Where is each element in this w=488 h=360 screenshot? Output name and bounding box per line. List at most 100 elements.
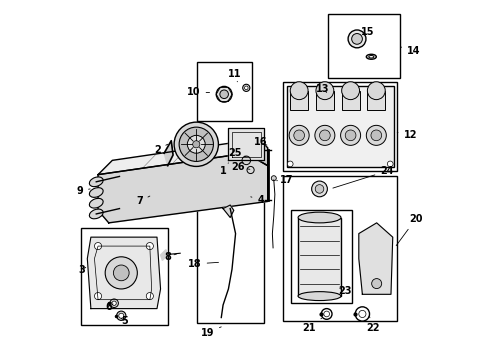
Polygon shape bbox=[223, 205, 233, 217]
Circle shape bbox=[293, 130, 304, 141]
Circle shape bbox=[341, 82, 359, 100]
Circle shape bbox=[311, 181, 326, 197]
Circle shape bbox=[354, 307, 369, 321]
Text: 23: 23 bbox=[337, 286, 350, 296]
Text: 16: 16 bbox=[253, 138, 266, 148]
Circle shape bbox=[386, 161, 392, 167]
Circle shape bbox=[146, 293, 153, 300]
Polygon shape bbox=[358, 223, 392, 294]
Polygon shape bbox=[87, 237, 160, 309]
Bar bbox=[315, 91, 333, 111]
Circle shape bbox=[146, 243, 153, 249]
Circle shape bbox=[105, 257, 137, 289]
Text: 24: 24 bbox=[332, 166, 393, 188]
Circle shape bbox=[174, 122, 218, 166]
Text: 17: 17 bbox=[276, 175, 293, 185]
Circle shape bbox=[192, 141, 200, 148]
Circle shape bbox=[216, 86, 231, 102]
Text: 14: 14 bbox=[400, 46, 420, 57]
Text: 25: 25 bbox=[228, 148, 246, 158]
Circle shape bbox=[187, 135, 205, 153]
Circle shape bbox=[366, 125, 386, 145]
Ellipse shape bbox=[89, 177, 103, 186]
Circle shape bbox=[94, 293, 102, 300]
Circle shape bbox=[315, 82, 333, 100]
Ellipse shape bbox=[366, 54, 376, 59]
Circle shape bbox=[358, 310, 365, 318]
Ellipse shape bbox=[298, 212, 340, 223]
Circle shape bbox=[323, 311, 329, 317]
Text: 19: 19 bbox=[200, 327, 221, 338]
Circle shape bbox=[347, 30, 365, 48]
Circle shape bbox=[314, 125, 334, 145]
Circle shape bbox=[319, 130, 329, 141]
Circle shape bbox=[220, 90, 228, 99]
Circle shape bbox=[113, 265, 129, 281]
Bar bbox=[197, 62, 252, 121]
Circle shape bbox=[112, 301, 116, 305]
Text: 20: 20 bbox=[395, 214, 422, 246]
Circle shape bbox=[321, 309, 331, 319]
Bar bbox=[283, 82, 397, 171]
Bar bbox=[286, 86, 393, 167]
Circle shape bbox=[110, 299, 118, 307]
Text: 9: 9 bbox=[76, 186, 90, 196]
Circle shape bbox=[271, 176, 276, 181]
Text: 4: 4 bbox=[250, 195, 264, 204]
Circle shape bbox=[290, 82, 307, 100]
Polygon shape bbox=[246, 139, 267, 166]
Text: 22: 22 bbox=[366, 316, 379, 333]
Text: 2: 2 bbox=[154, 144, 167, 155]
Text: 18: 18 bbox=[187, 259, 218, 269]
Polygon shape bbox=[164, 141, 173, 166]
Bar bbox=[298, 217, 340, 296]
Circle shape bbox=[366, 82, 385, 100]
Text: 13: 13 bbox=[316, 84, 329, 94]
Circle shape bbox=[370, 130, 381, 141]
Circle shape bbox=[371, 279, 381, 289]
Text: 21: 21 bbox=[302, 318, 321, 333]
Bar bbox=[366, 91, 385, 111]
Polygon shape bbox=[98, 153, 267, 223]
Circle shape bbox=[351, 33, 362, 44]
Ellipse shape bbox=[89, 188, 103, 197]
Text: 5: 5 bbox=[121, 316, 128, 326]
Circle shape bbox=[179, 127, 213, 161]
Text: 3: 3 bbox=[79, 265, 85, 275]
Circle shape bbox=[345, 130, 355, 141]
Text: 1: 1 bbox=[219, 163, 228, 176]
Text: 15: 15 bbox=[360, 27, 374, 37]
Bar bbox=[283, 176, 397, 321]
Text: 8: 8 bbox=[164, 252, 176, 262]
Circle shape bbox=[119, 313, 123, 318]
Circle shape bbox=[288, 125, 308, 145]
Text: 6: 6 bbox=[105, 302, 113, 312]
Bar bbox=[81, 228, 167, 325]
Circle shape bbox=[242, 156, 250, 165]
Circle shape bbox=[315, 185, 323, 193]
Bar bbox=[341, 91, 359, 111]
Ellipse shape bbox=[89, 198, 103, 208]
Circle shape bbox=[340, 125, 360, 145]
Circle shape bbox=[94, 243, 102, 249]
Circle shape bbox=[287, 161, 292, 167]
Circle shape bbox=[246, 166, 254, 174]
Text: 11: 11 bbox=[228, 68, 242, 82]
Text: 26: 26 bbox=[230, 162, 249, 172]
Polygon shape bbox=[98, 139, 258, 175]
Ellipse shape bbox=[89, 209, 103, 219]
Text: 7: 7 bbox=[136, 196, 149, 206]
Circle shape bbox=[116, 311, 125, 320]
Bar bbox=[328, 14, 399, 78]
Ellipse shape bbox=[298, 292, 340, 301]
Text: 12: 12 bbox=[396, 130, 416, 140]
Bar bbox=[290, 210, 351, 303]
Circle shape bbox=[242, 84, 249, 91]
Bar bbox=[197, 202, 264, 323]
Ellipse shape bbox=[368, 55, 373, 58]
Polygon shape bbox=[160, 249, 167, 260]
Bar bbox=[290, 91, 307, 111]
Polygon shape bbox=[228, 128, 264, 160]
Text: 10: 10 bbox=[187, 87, 209, 98]
Circle shape bbox=[244, 86, 247, 90]
